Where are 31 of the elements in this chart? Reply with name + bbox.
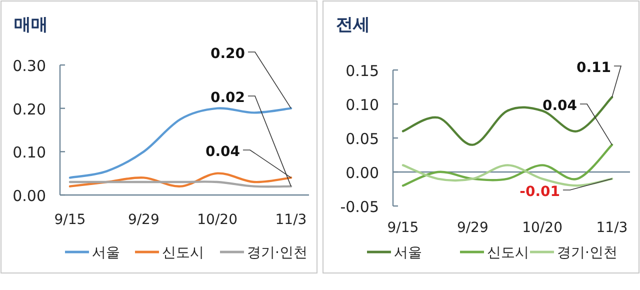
y-tick-label: 0.30 <box>12 57 46 75</box>
y-tick-label: 0.00 <box>346 164 379 182</box>
chart-title: 매매 <box>14 15 48 35</box>
y-tick-label: 0.05 <box>346 130 379 148</box>
chart-title: 전세 <box>336 15 370 35</box>
y-tick-label: 0.20 <box>12 100 46 118</box>
y-tick-label: 0.15 <box>346 62 379 80</box>
legend-label: 서울 <box>92 245 120 261</box>
annotation: 0.20 <box>210 46 246 62</box>
annotation: 0.11 <box>576 60 611 76</box>
x-tick-label: 9/15 <box>54 212 86 228</box>
y-tick-label: 0.00 <box>12 187 46 205</box>
x-tick-label: 9/29 <box>128 212 160 228</box>
y-tick-label: 0.10 <box>12 144 46 162</box>
x-tick-label: 9/15 <box>387 220 419 236</box>
legend-label: 서울 <box>394 245 422 261</box>
x-tick-label: 9/29 <box>456 220 488 236</box>
legend-label: 경기·인천 <box>557 245 618 261</box>
annotation: 0.04 <box>542 98 578 114</box>
annotation: -0.01 <box>520 184 560 200</box>
legend-label: 신도시 <box>162 245 204 261</box>
x-tick-label: 10/20 <box>522 220 563 236</box>
x-tick-label: 10/20 <box>197 212 238 228</box>
legend-label: 신도시 <box>487 245 529 261</box>
x-tick-label: 11/3 <box>275 212 307 228</box>
x-tick-label: 11/3 <box>596 220 628 236</box>
y-tick-label: 0.10 <box>346 96 379 114</box>
y-tick-label: -0.05 <box>340 198 379 216</box>
annotation: 0.02 <box>210 90 245 106</box>
annotation: 0.04 <box>205 144 240 160</box>
legend-label: 경기·인천 <box>247 245 308 261</box>
